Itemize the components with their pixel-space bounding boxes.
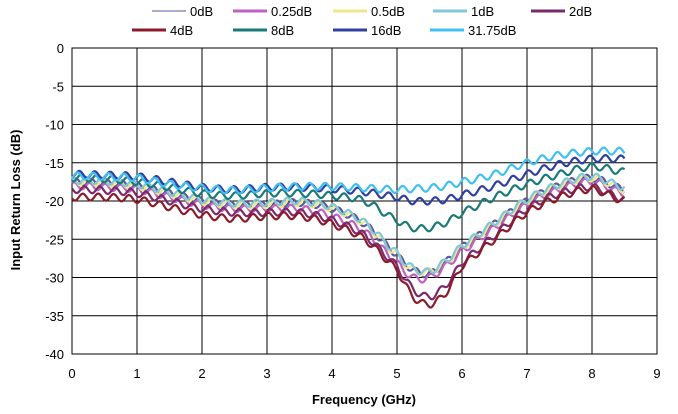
x-tick-label: 4: [328, 366, 335, 381]
legend-label: 8dB: [271, 23, 294, 38]
legend-label: 2dB: [569, 4, 592, 19]
y-tick-label: -20: [45, 194, 64, 209]
legend-label: 16dB: [371, 23, 401, 38]
y-axis-title: Input Return Loss (dB): [8, 130, 23, 271]
x-tick-label: 7: [523, 366, 530, 381]
series-line-16dB: [71, 154, 626, 206]
x-tick-label: 0: [68, 366, 75, 381]
x-axis-title: Frequency (GHz): [312, 392, 416, 407]
series-group: [71, 146, 626, 309]
x-tick-label: 9: [653, 366, 660, 381]
legend-label: 1dB: [471, 4, 494, 19]
legend-label: 31.75dB: [468, 23, 516, 38]
y-tick-label: 0: [57, 41, 64, 56]
y-tick-label: -40: [45, 347, 64, 362]
legend-label: 0.5dB: [371, 4, 405, 19]
x-tick-label: 8: [588, 366, 595, 381]
x-tick-label: 2: [198, 366, 205, 381]
x-tick-label: 1: [133, 366, 140, 381]
y-tick-label: -5: [52, 79, 64, 94]
y-tick-label: -25: [45, 232, 64, 247]
y-tick-label: -30: [45, 271, 64, 286]
legend-label: 4dB: [170, 23, 193, 38]
series-line-4dB: [71, 185, 625, 309]
y-tick-label: -15: [45, 156, 64, 171]
legend-label: 0dB: [190, 4, 213, 19]
series-line-31_75dB: [71, 146, 626, 195]
x-tick-label: 3: [263, 366, 270, 381]
x-tick-label: 5: [393, 366, 400, 381]
series-line-2dB: [71, 183, 626, 301]
x-tick-labels: 0 1 2 3 4 5 6 7 8 9: [68, 366, 660, 381]
plot-frame: [71, 47, 658, 355]
legend: 0dB 0.25dB 0.5dB 1dB 2dB 4dB 8dB 16dB 31.75dB: [132, 4, 592, 38]
y-tick-labels: 0 -5 -10 -15 -20 -25 -30 -35 -40: [45, 41, 64, 362]
y-tick-label: -10: [45, 118, 64, 133]
legend-label: 0.25dB: [271, 4, 312, 19]
y-tick-label: -35: [45, 309, 64, 324]
series-line-8dB: [71, 162, 626, 233]
x-tick-label: 6: [458, 366, 465, 381]
